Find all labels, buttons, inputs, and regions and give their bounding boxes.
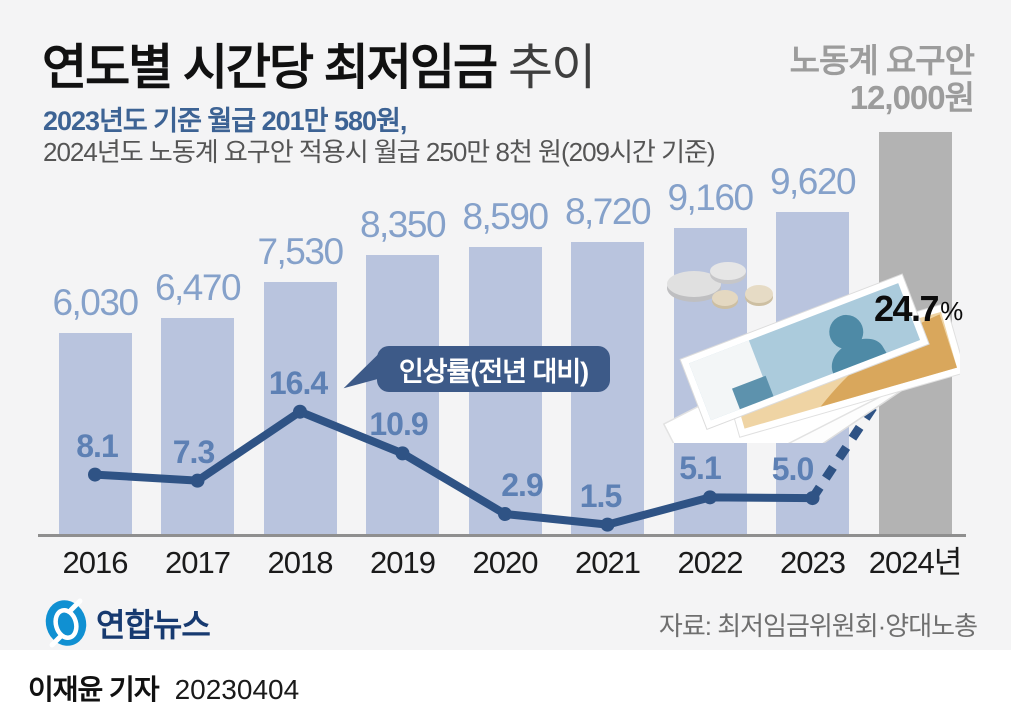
x-axis-label-2020: 2020 xyxy=(472,545,539,580)
bar-value-label: 8,350 xyxy=(359,203,447,245)
rate-value-label: 5.1 xyxy=(679,450,721,487)
publish-date: 20230404 xyxy=(174,674,300,705)
subtitle-monthly-2024: 2024년도 노동계 요구안 적용시 월급 250만 8천 원(209시간 기준… xyxy=(43,137,716,167)
yonhap-logo-text: 연합뉴스 xyxy=(96,607,211,643)
page-title-main: 연도별 시간당 최저임금 xyxy=(42,41,498,95)
page-title: 연도별 시간당 최저임금 추이 xyxy=(42,28,596,99)
data-source: 자료: 최저임금위원회·양대노총 xyxy=(658,611,978,641)
rate-highlight-unit: % xyxy=(940,296,964,326)
labor-demand-line2: 12,000원 xyxy=(849,79,975,116)
x-axis-label-2017: 2017 xyxy=(165,545,231,580)
rate-value-label: 10.9 xyxy=(369,406,428,443)
money-banknotes-coins-illustration xyxy=(662,262,960,443)
byline-strip xyxy=(0,650,1011,715)
bar-value-label: 6,470 xyxy=(154,267,242,309)
reporter-name: 이재윤 기자 xyxy=(28,674,160,705)
banknote-stack xyxy=(662,273,960,443)
rate-value-label: 7.3 xyxy=(172,433,215,470)
labor-demand-line1: 노동계 요구안 xyxy=(789,42,975,79)
rate-value-label: 5.0 xyxy=(771,451,814,488)
byline: 이재윤 기자 20230404 xyxy=(28,668,299,708)
x-axis-label-2021: 2021 xyxy=(575,545,641,580)
x-axis-label-2024: 2024년 xyxy=(868,545,962,580)
bar-value-label: 7,530 xyxy=(257,231,344,273)
coin-icon xyxy=(710,262,746,280)
bar-value-label: 9,160 xyxy=(667,176,754,218)
labor-demand-label: 노동계 요구안 12,000원 xyxy=(789,42,975,116)
bar-value-label: 9,620 xyxy=(769,161,857,203)
rate-legend-callout: 인상률(전년 대비) xyxy=(377,346,610,392)
x-axis-label-2016: 2016 xyxy=(62,545,129,580)
page-title-suffix: 추이 xyxy=(508,41,596,95)
bar-2017 xyxy=(161,318,234,536)
rate-value-label: 2.9 xyxy=(501,467,543,504)
coin-icon xyxy=(712,290,738,306)
x-axis-label-2018: 2018 xyxy=(267,545,334,580)
bar-2019 xyxy=(366,254,439,536)
banknote-blue xyxy=(679,273,930,430)
bar-value-label: 8,720 xyxy=(564,191,652,233)
bar-2018 xyxy=(263,282,337,536)
bar-value-label: 6,030 xyxy=(52,281,139,323)
rate-value-label: 16.4 xyxy=(268,364,328,401)
x-axis-label-2023: 2023 xyxy=(780,545,846,580)
yonhap-logo: 연합뉴스 xyxy=(42,598,211,648)
x-axis-label-2019: 2019 xyxy=(370,545,436,580)
coin-icon xyxy=(745,285,773,303)
x-axis-label-2022: 2022 xyxy=(677,545,744,580)
rate-highlight-value: 24.7 xyxy=(874,288,940,329)
rate-value-label: 8.1 xyxy=(76,427,118,464)
rate-value-label: 1.5 xyxy=(579,477,622,514)
subtitle-monthly-2023: 2023년도 기준 월급 201만 580원, xyxy=(43,106,407,136)
rate-highlight-2024: 24.7 % xyxy=(874,290,963,327)
bar-value-label: 8,590 xyxy=(462,195,549,237)
yonhap-logo-icon xyxy=(45,598,87,648)
coin-icon xyxy=(667,271,721,297)
x-axis-line xyxy=(38,534,966,537)
